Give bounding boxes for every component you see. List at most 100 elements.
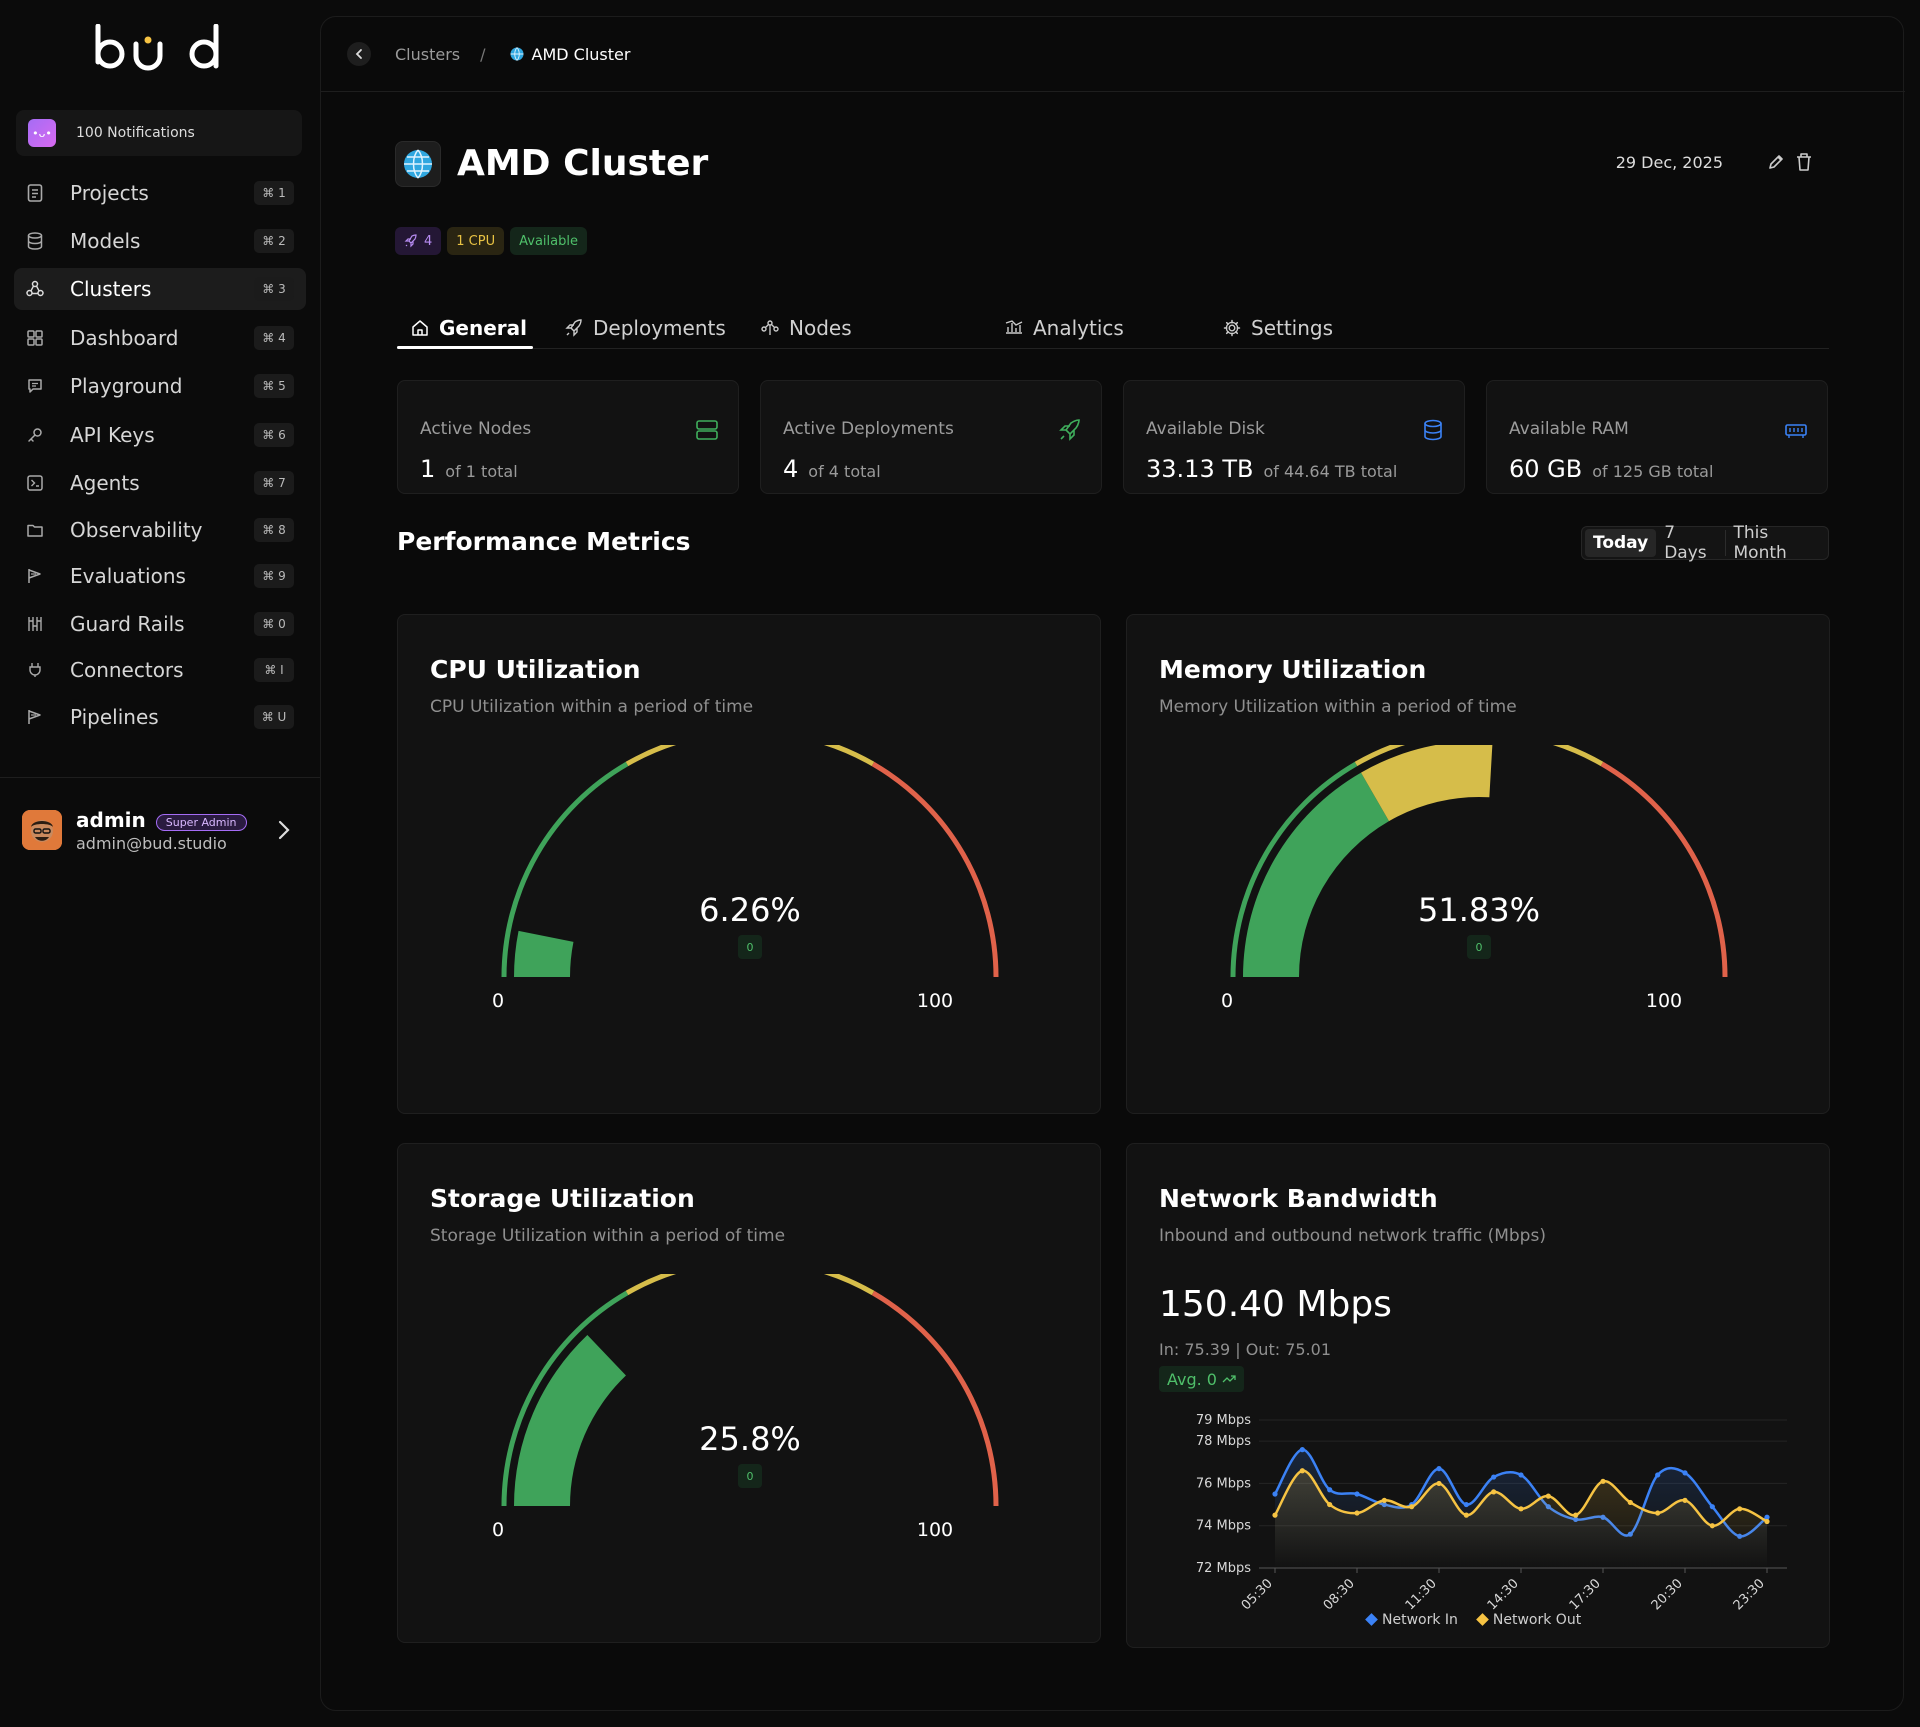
notifications-button[interactable]: •ᴗ• 100 Notifications [16,110,302,156]
legend-network-in[interactable]: Network In [1365,1612,1458,1628]
notification-icon: •ᴗ• [28,119,56,147]
role-badge: Super Admin [155,813,247,831]
active-tab-indicator [397,346,533,349]
gauge-zone-high [871,761,999,978]
data-point [1272,1491,1278,1497]
edit-icon[interactable] [1767,153,1785,171]
sidebar-item-pipelines[interactable]: Pipelines ⌘ U [14,696,306,738]
data-point [1354,1491,1360,1497]
sidebar-item-models[interactable]: Models ⌘ 2 [14,220,306,262]
user-name: admin [76,807,146,832]
sidebar-item-observability[interactable]: Observability ⌘ 8 [14,509,306,551]
data-point [1327,1501,1333,1508]
sidebar-item-connectors[interactable]: Connectors ⌘ I [14,649,306,691]
tab-analytics[interactable]: Analytics [1005,307,1124,349]
key-icon [26,426,44,444]
gauge-max-label: 100 [917,990,953,1012]
cluster-globe-icon [395,141,441,187]
sidebar-item-dashboard[interactable]: Dashboard ⌘ 4 [14,317,306,359]
deployments-tag: 4 [395,227,442,255]
bars-icon [26,615,44,633]
folder-icon [26,521,44,539]
legend-network-out[interactable]: Network Out [1476,1612,1581,1628]
sidebar-item-agents[interactable]: Agents ⌘ 7 [14,462,306,504]
range-this-month-button[interactable]: This Month [1733,523,1787,563]
user-profile[interactable]: admin Super Admin admin@bud.studio [22,807,302,853]
sidebar-item-label: Pipelines [70,705,159,729]
gauge-badge [738,1464,762,1488]
gauge-badge-text: 0 [1476,941,1483,954]
tab-deployments[interactable]: Deployments [565,307,726,349]
deployments-count: 4 [424,233,433,249]
avatar [22,810,62,850]
network-line-chart: 79 Mbps 78 Mbps 76 Mbps 74 Mbps 72 Mbps05:30… [1196,1413,1787,1613]
stat-value-row: 4 of 4 total [783,455,881,483]
tab-nodes[interactable]: Nodes [761,307,852,349]
tab-settings[interactable]: Settings [1223,307,1333,349]
gauge-zone-low [501,761,629,978]
gauge-value: 51.83% [1418,891,1540,929]
network-bandwidth-card: Network Bandwidth Inbound and outbound n… [1126,1143,1830,1648]
tab-label: Analytics [1033,316,1124,340]
shortcut-badge: ⌘ 6 [254,423,294,447]
breadcrumb-clusters-link[interactable]: Clusters [395,44,461,64]
bandwidth-in-out: In: 75.39 | Out: 75.01 [1159,1340,1331,1359]
chevron-right-icon[interactable] [274,818,294,842]
sidebar-item-label: Dashboard [70,326,179,350]
gauge-value: 6.26% [699,891,801,929]
sidebar-item-projects[interactable]: Projects ⌘ 1 [14,172,306,214]
gauge-fill [1243,772,1389,977]
rocket-icon [1059,419,1080,441]
sidebar-item-clusters[interactable]: Clusters ⌘ 3 [14,268,306,310]
cpu-gauge: 6.26% 0 0 100 [492,745,999,1012]
gauge-max-label: 100 [917,1519,953,1541]
sidebar-item-api-keys[interactable]: API Keys ⌘ 6 [14,414,306,456]
stat-label: Available RAM [1509,419,1629,439]
gauge-zone-mid [625,745,875,767]
pipeline-icon [26,708,44,726]
sidebar-divider [0,777,320,778]
sidebar-item-guard-rails[interactable]: Guard Rails ⌘ 0 [14,603,306,645]
bud-logo[interactable] [92,24,224,78]
average-label: Avg. 0 [1167,1369,1217,1389]
home-icon [412,320,428,336]
stat-value-row: 1 of 1 total [420,455,518,483]
x-tick-label: 08:30 [1321,1576,1358,1613]
gauge-zone-high [871,1290,999,1507]
sidebar-item-label: Observability [70,518,203,542]
data-point [1299,1468,1305,1474]
server-icon [696,420,718,440]
sidebar-item-evaluations[interactable]: Evaluations ⌘ 9 [14,555,306,597]
trash-icon[interactable] [1795,152,1813,172]
gauge-fill [514,930,574,977]
stat-value: 60 GB [1509,455,1583,483]
back-button[interactable] [347,42,371,66]
sidebar-item-label: Agents [70,471,140,495]
data-point [1764,1518,1770,1525]
memory-gauge: 51.83% 0 0 100 [1221,745,1728,1012]
gauge-zone-low [501,1290,629,1507]
card-subtitle: Storage Utilization within a period of t… [430,1226,786,1246]
gauge-zone-mid [625,1274,875,1296]
legend-marker [1365,1613,1378,1626]
sidebar-item-playground[interactable]: Playground ⌘ 5 [14,365,306,407]
analytics-icon [1005,320,1023,334]
stat-value-row: 60 GB of 125 GB total [1509,455,1713,483]
data-point [1463,1501,1469,1508]
data-point [1272,1512,1278,1518]
range-7-days-button[interactable]: 7 Days [1664,523,1707,563]
stat-label: Active Nodes [420,419,532,439]
tab-general[interactable]: General [411,307,527,349]
tab-label: Deployments [593,316,726,340]
data-point [1655,1472,1661,1478]
memory-utilization-card: Memory Utilization Memory Utilization wi… [1126,614,1830,1114]
chart-legend: Network In Network Out [1365,1612,1581,1628]
globe-icon [510,47,524,61]
sidebar-item-label: Clusters [70,277,152,301]
document-icon [26,184,44,202]
x-tick-label: 14:30 [1485,1576,1522,1613]
data-point [1655,1510,1661,1516]
range-today-button[interactable]: Today [1585,529,1657,557]
stat-total: of 4 total [808,462,881,481]
data-point [1573,1512,1579,1518]
